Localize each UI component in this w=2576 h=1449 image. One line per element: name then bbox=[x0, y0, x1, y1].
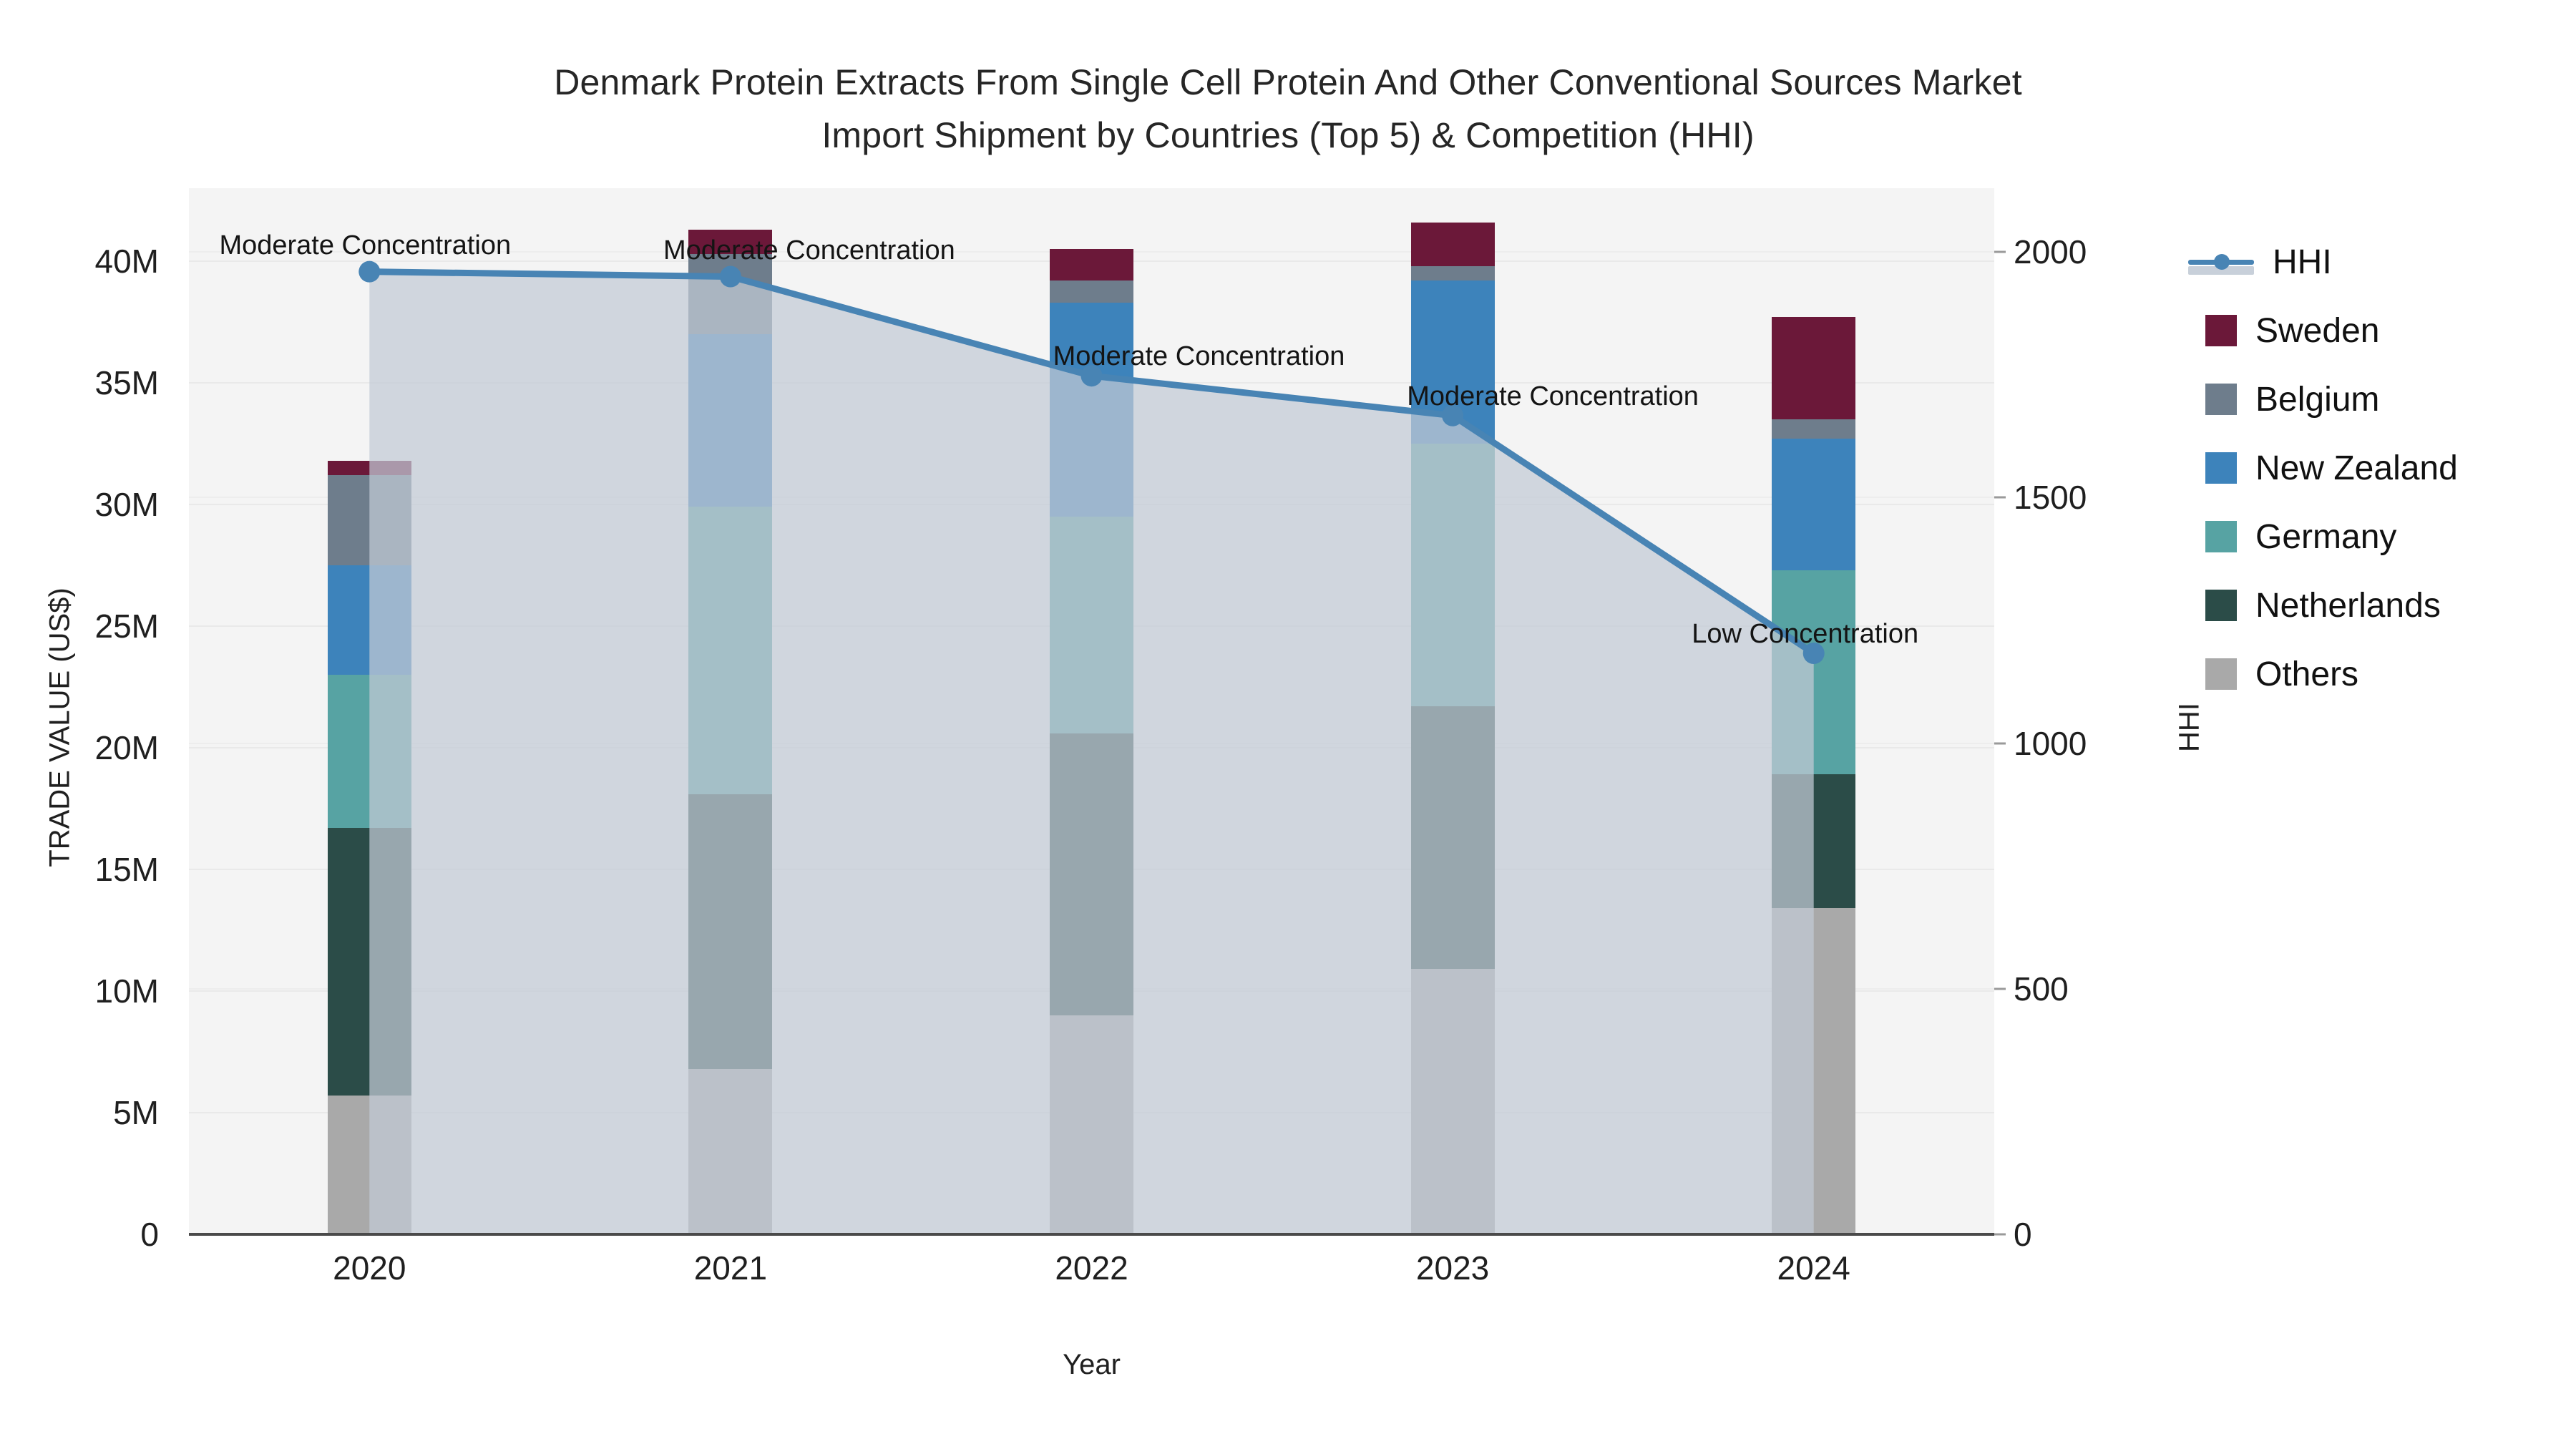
legend-item-netherlands[interactable]: Netherlands bbox=[2188, 571, 2567, 640]
y-axis-right-tick-mark bbox=[1994, 742, 2006, 745]
legend-item-label: Sweden bbox=[2255, 311, 2380, 350]
hhi-data-point[interactable] bbox=[358, 260, 381, 283]
y-axis-right-tick-label: 2000 bbox=[2014, 233, 2087, 271]
legend-item-belgium[interactable]: Belgium bbox=[2188, 365, 2567, 434]
legend-item-label: New Zealand bbox=[2255, 449, 2458, 487]
y-axis-right-tick-label: 0 bbox=[2014, 1216, 2032, 1253]
legend-color-swatch bbox=[2205, 521, 2237, 552]
bar-segment-sweden[interactable] bbox=[688, 229, 773, 254]
x-axis-tick-label: 2020 bbox=[333, 1249, 406, 1287]
x-axis-tick-label: 2023 bbox=[1415, 1249, 1490, 1287]
bar-segment-belgium[interactable] bbox=[1772, 419, 1856, 439]
legend-item-label: Netherlands bbox=[2255, 586, 2441, 625]
hhi-data-point[interactable] bbox=[1080, 365, 1103, 387]
bar-segment-new-zealand[interactable] bbox=[1772, 439, 1856, 570]
x-axis-tick-label: 2024 bbox=[1777, 1249, 1850, 1287]
bar-segment-belgium[interactable] bbox=[1050, 280, 1133, 303]
chart-title-line-2: Import Shipment by Countries (Top 5) & C… bbox=[821, 115, 1755, 155]
y-axis-left-label: TRADE VALUE (US$) bbox=[44, 587, 76, 867]
y-axis-left-tick-label: 35M bbox=[94, 364, 159, 401]
y-axis-left-tick-label: 15M bbox=[94, 851, 159, 888]
hhi-line-layer bbox=[358, 260, 1825, 1234]
legend-item-hhi[interactable]: HHI bbox=[2188, 228, 2567, 296]
hhi-annotation-label: Moderate Concentration bbox=[1407, 381, 1699, 411]
legend-item-sweden[interactable]: Sweden bbox=[2188, 296, 2567, 365]
hhi-annotation-label: Moderate Concentration bbox=[663, 235, 955, 265]
plot-area bbox=[189, 188, 1994, 1234]
bar-segment-belgium[interactable] bbox=[1410, 265, 1495, 281]
x-axis-line bbox=[189, 1233, 1994, 1236]
y-axis-right-tick-label: 500 bbox=[2014, 970, 2069, 1008]
y-axis-left-tick-label: 0 bbox=[140, 1216, 159, 1253]
y-axis-left-tick-label: 30M bbox=[94, 486, 159, 523]
y-axis-right-tick-mark bbox=[1994, 496, 2006, 499]
hhi-annotation-label: Low Concentration bbox=[1692, 619, 1919, 649]
y-axis-left-tick-label: 25M bbox=[94, 608, 159, 645]
y-axis-right-tick-mark bbox=[1994, 1233, 2006, 1236]
x-axis-label: Year bbox=[1063, 1349, 1121, 1380]
y-axis-left-tick-label: 40M bbox=[94, 243, 159, 280]
legend-item-label: Germany bbox=[2255, 517, 2397, 556]
bar-segment-sweden[interactable] bbox=[1050, 249, 1133, 281]
hhi-area-fill bbox=[369, 271, 1814, 1234]
legend-item-label: HHI bbox=[2273, 243, 2332, 281]
legend-area-swatch bbox=[2188, 266, 2254, 275]
legend-item-label: Belgium bbox=[2255, 380, 2380, 419]
y-axis-right-tick-label: 1500 bbox=[2014, 479, 2087, 517]
legend-item-germany[interactable]: Germany bbox=[2188, 502, 2567, 571]
y-axis-left-tick-label: 20M bbox=[94, 729, 159, 766]
legend-color-swatch bbox=[2205, 315, 2237, 346]
bar-segment-sweden[interactable] bbox=[1410, 222, 1495, 266]
legend-color-swatch bbox=[2205, 452, 2237, 484]
hhi-data-point[interactable] bbox=[719, 265, 741, 288]
x-axis-tick-label: 2021 bbox=[693, 1249, 768, 1287]
hhi-annotation-label: Moderate Concentration bbox=[219, 230, 512, 260]
y-axis-left-tick-label: 5M bbox=[113, 1094, 159, 1131]
legend-line-swatch bbox=[2188, 248, 2254, 276]
hhi-data-point[interactable] bbox=[1802, 643, 1825, 665]
chart-title: Denmark Protein Extracts From Single Cel… bbox=[0, 56, 2576, 162]
bar-segment-sweden[interactable] bbox=[1772, 317, 1856, 419]
legend-color-swatch bbox=[2205, 384, 2237, 415]
legend-marker-dot bbox=[2214, 254, 2230, 270]
legend-color-swatch bbox=[2205, 590, 2237, 621]
y-axis-right-tick-mark bbox=[1994, 987, 2006, 990]
hhi-data-point[interactable] bbox=[1442, 404, 1464, 426]
x-axis-tick-label: 2022 bbox=[1055, 1249, 1128, 1287]
y-axis-right-tick-label: 1000 bbox=[2014, 724, 2087, 762]
y-axis-right-tick-mark bbox=[1994, 250, 2006, 253]
hhi-annotation-label: Moderate Concentration bbox=[1053, 341, 1345, 372]
chart-title-line-1: Denmark Protein Extracts From Single Cel… bbox=[554, 62, 2022, 102]
legend-item-label: Others bbox=[2255, 655, 2359, 693]
legend: HHI Sweden Belgium New Zealand Germany Nether… bbox=[2188, 228, 2567, 708]
y-axis-left-tick-label: 10M bbox=[94, 972, 159, 1010]
legend-item-new-zealand[interactable]: New Zealand bbox=[2188, 434, 2567, 502]
legend-item-others[interactable]: Others bbox=[2188, 640, 2567, 708]
legend-color-swatch bbox=[2205, 658, 2237, 690]
